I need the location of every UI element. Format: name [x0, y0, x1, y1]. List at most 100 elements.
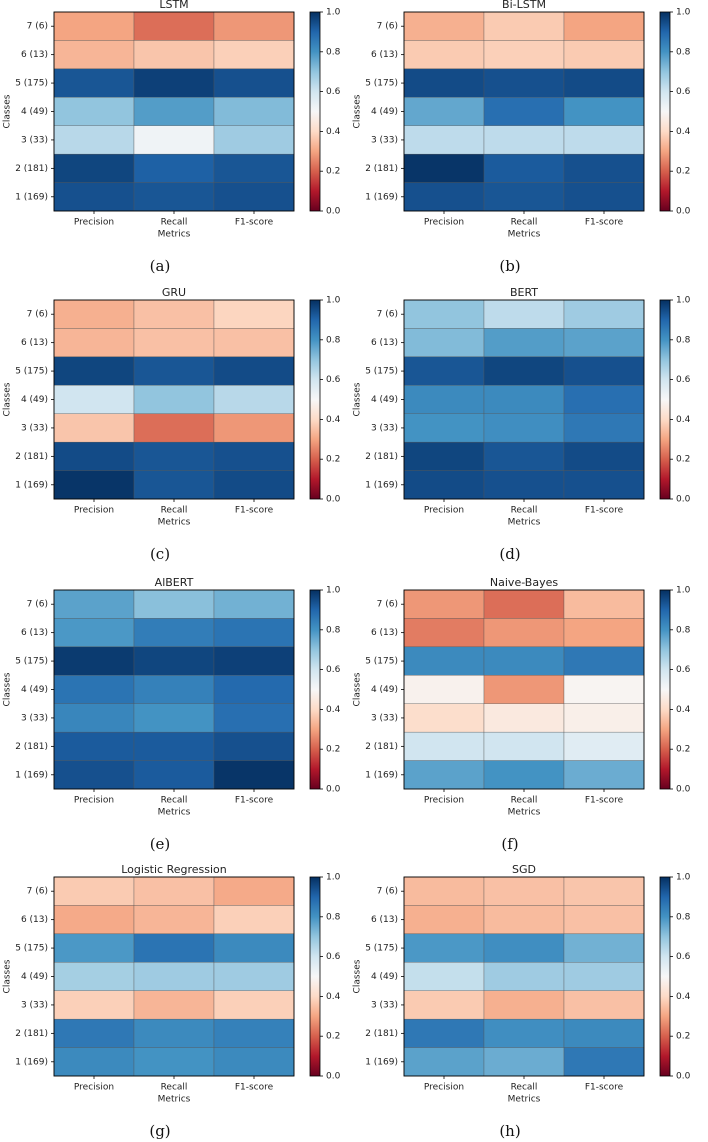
heatmap-cell — [403, 328, 485, 358]
colorbar-tick-label: 0.2 — [326, 167, 340, 177]
colorbar-tick-label: 0.8 — [676, 912, 691, 922]
heatmap-cell — [403, 413, 485, 443]
y-tick-label: 7 (6) — [377, 310, 398, 320]
x-tick-label: Recall — [161, 218, 188, 228]
heatmap-cell — [133, 876, 215, 906]
heatmap-cell — [403, 905, 485, 935]
heatmap-cell — [563, 356, 645, 386]
y-tick-label: 2 (181) — [365, 742, 398, 752]
chart-title: LSTM — [159, 0, 188, 11]
y-tick-label: 3 (33) — [371, 1000, 398, 1010]
y-tick-label: 3 (33) — [21, 423, 48, 433]
y-tick-label: 2 (181) — [15, 742, 48, 752]
y-tick-label: 1 (169) — [365, 1057, 398, 1067]
heatmap-cell — [213, 97, 295, 126]
y-tick-label: 2 (181) — [15, 1029, 48, 1039]
y-tick-label: 6 (13) — [21, 915, 48, 925]
heatmap-cell — [483, 413, 565, 443]
heatmap-cell — [133, 933, 215, 963]
heatmap-cell — [213, 328, 295, 358]
heatmap-cell — [133, 1047, 215, 1077]
heatmap-cell — [563, 1047, 645, 1077]
heatmap-cell — [483, 933, 565, 963]
heatmap-cell — [53, 731, 135, 761]
colorbar-tick-label: 0.4 — [326, 705, 341, 715]
y-tick-label: 7 (6) — [377, 600, 398, 610]
y-tick-label: 3 (33) — [371, 713, 398, 723]
colorbar-tick-label: 0.6 — [326, 952, 341, 962]
heatmap-panel-b: Bi-LSTM 7 (6) 6 (13) 5 (175) 4 (49) 3 (33) 2 (… — [353, 0, 691, 275]
heatmap-cell — [133, 1018, 215, 1048]
heatmap-cell — [483, 356, 565, 386]
heatmap-cell — [483, 68, 565, 98]
heatmap-cell — [483, 328, 565, 358]
y-tick-label: 7 (6) — [377, 887, 398, 897]
y-tick-label: 7 (6) — [27, 22, 48, 32]
heatmap-cell — [563, 40, 645, 70]
heatmap-cell — [483, 1018, 565, 1048]
heatmap-cell — [403, 182, 485, 212]
chart-title: Naive-Bayes — [490, 576, 558, 589]
y-tick-label: 1 (169) — [15, 770, 48, 780]
heatmap-cell — [403, 441, 485, 471]
heatmap-cell — [53, 125, 135, 155]
colorbar-tick-label: 0.6 — [676, 87, 691, 97]
heatmap-cell — [483, 385, 565, 414]
colorbar-tick-label: 0.2 — [676, 167, 690, 177]
panel-caption: (a) — [150, 257, 171, 275]
x-tick-label: F1-score — [585, 1083, 624, 1093]
heatmap-cell — [213, 1018, 295, 1048]
heatmap-cell — [483, 470, 565, 500]
y-tick-label: 6 (13) — [371, 915, 398, 925]
heatmap-cell — [483, 731, 565, 761]
x-tick-label: F1-score — [235, 796, 274, 806]
heatmap-panel-c: GRU 7 (6) 6 (13) 5 (175) 4 (49) 3 (33) 2 (181)… — [3, 286, 341, 563]
colorbar-tick-label: 1.0 — [326, 296, 341, 306]
heatmap-cell — [563, 760, 645, 790]
heatmap-cell — [403, 675, 485, 704]
colorbar-tick-label: 0.2 — [676, 455, 690, 465]
heatmap-cell — [213, 356, 295, 386]
y-tick-label: 1 (169) — [365, 480, 398, 490]
colorbar-tick-label: 0.0 — [326, 207, 341, 217]
heatmap-cell — [483, 618, 565, 648]
heatmap-cell — [483, 299, 565, 329]
heatmap-cell — [133, 675, 215, 704]
colorbar-tick-label: 0.4 — [676, 705, 691, 715]
colorbar — [659, 11, 671, 212]
colorbar-tick-label: 1.0 — [676, 8, 691, 18]
y-tick-label: 5 (175) — [365, 367, 398, 377]
heatmap-cell — [133, 182, 215, 212]
heatmap-cell — [133, 618, 215, 648]
heatmap-cell — [133, 356, 215, 386]
y-tick-label: 5 (175) — [15, 79, 48, 89]
colorbar-tick-label: 0.4 — [676, 992, 691, 1002]
heatmap-cell — [483, 1047, 565, 1077]
heatmap-cell — [563, 125, 645, 155]
x-tick-label: F1-score — [585, 796, 624, 806]
heatmap-cell — [53, 646, 135, 676]
heatmap-cell — [53, 182, 135, 212]
heatmap-cell — [403, 356, 485, 386]
x-tick-label: Recall — [511, 506, 538, 516]
y-tick-label: 5 (175) — [15, 367, 48, 377]
heatmap-panel-a: LSTM 7 (6) 6 (13) 5 (175) 4 (49) 3 (33) 2 (181… — [3, 0, 341, 275]
heatmap-cell — [563, 962, 645, 991]
heatmap-cell — [563, 441, 645, 471]
x-tick-label: Recall — [161, 796, 188, 806]
heatmap-cell — [213, 299, 295, 329]
heatmap-cell — [213, 933, 295, 963]
heatmap-cell — [213, 40, 295, 70]
heatmap-panel-g: Logistic Regression 7 (6) 6 (13) 5 (175) 4 (… — [3, 863, 341, 1140]
x-axis-label: Metrics — [508, 1095, 541, 1105]
heatmap-cell — [53, 97, 135, 126]
heatmap-cell — [133, 97, 215, 126]
heatmap-cell — [403, 40, 485, 70]
chart-title: BERT — [510, 286, 538, 299]
heatmap-cell — [563, 646, 645, 676]
y-tick-label: 1 (169) — [15, 192, 48, 202]
heatmap-cell — [53, 675, 135, 704]
heatmap-cell — [133, 731, 215, 761]
heatmap-cell — [563, 97, 645, 126]
y-axis-label: Classes — [353, 959, 363, 993]
